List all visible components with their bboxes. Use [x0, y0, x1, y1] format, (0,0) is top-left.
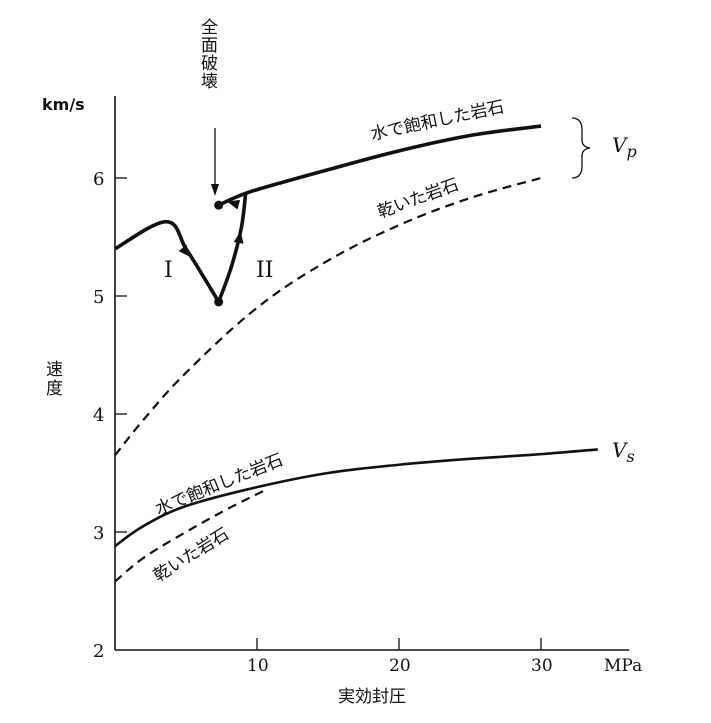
y-tick-label: 2: [93, 641, 104, 662]
stage-2-label: II: [256, 258, 273, 283]
x-tick-label: 30: [531, 656, 553, 676]
x-tick-label: 20: [389, 656, 411, 676]
series-vs-dry-line: [114, 489, 265, 583]
series-vp-dry-line: [114, 176, 542, 456]
vp-label-sub: p: [626, 142, 636, 161]
x-unit-label: MPa: [604, 656, 642, 676]
direction-arrow-II: [233, 231, 244, 244]
y-tick-label: 5: [93, 287, 104, 308]
direction-arrow-unload: [227, 199, 241, 210]
vp-dry-label: 乾いた岩石: [375, 175, 462, 223]
x-tick-label: 10: [247, 656, 269, 676]
vp-sat-label: 水で飽和した岩石: [369, 97, 506, 145]
series-vp-saturated-line: [216, 193, 248, 303]
direction-arrow-I: [178, 244, 191, 258]
vp-brace: [571, 117, 591, 179]
data-point-marker: [214, 297, 224, 307]
vp-label: Vp: [612, 133, 637, 161]
x-axis-label: 実効封圧: [338, 687, 406, 707]
y-tick-label: 4: [93, 405, 104, 426]
y-axis-label: 速度: [42, 360, 63, 398]
series-vs-saturated-line: [114, 448, 598, 548]
y-tick-label: 6: [93, 169, 104, 190]
vs-label-main: V: [612, 438, 629, 462]
data-point-marker: [214, 200, 224, 210]
failure-annotation: 全面破壊: [197, 18, 218, 90]
y-tick-label: 3: [93, 523, 104, 544]
vp-label-main: V: [612, 133, 629, 157]
axes: 2 3 4 5 6 10 20 30: [93, 96, 630, 676]
stage-1-label: I: [164, 258, 173, 283]
curves: [114, 124, 598, 583]
y-unit-label: km/s: [42, 95, 85, 114]
series-vp-saturated-line: [217, 124, 542, 207]
vs-label: Vs: [612, 438, 635, 466]
vs-dry-label: 乾いた岩石: [150, 524, 233, 586]
failure-arrowhead: [211, 184, 219, 196]
vs-label-sub: s: [626, 447, 634, 466]
